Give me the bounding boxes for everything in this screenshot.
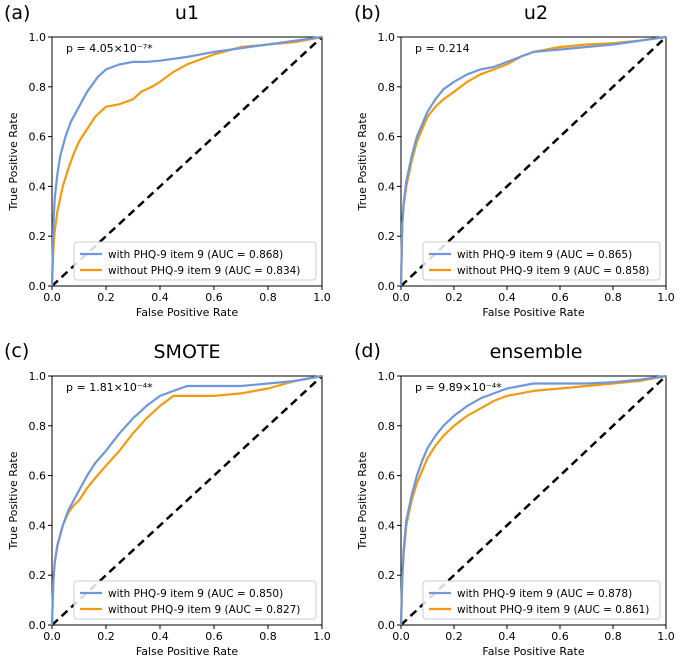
y-tick-label: 0.8: [29, 420, 47, 433]
y-tick-label: 0.2: [29, 569, 47, 582]
x-tick-label: 1.0: [313, 291, 331, 304]
y-tick-label: 0.8: [29, 81, 47, 94]
legend-label-without-item9: without PHQ-9 item 9 (AUC = 0.834): [108, 265, 300, 277]
x-tick-label: 0.2: [97, 291, 115, 304]
panel-title-a: u1: [174, 2, 200, 24]
x-tick-label: 1.0: [657, 291, 675, 304]
x-tick-label: 0.8: [259, 291, 277, 304]
y-tick-label: 0.0: [378, 619, 396, 632]
panel-label-c: (c): [4, 340, 30, 362]
y-tick-label: 1.0: [378, 370, 396, 383]
roc-curve-without-item9: [50, 35, 323, 287]
chance-diagonal-line: [51, 375, 323, 626]
y-tick-label: 0.6: [29, 131, 47, 144]
x-tick-label: 0.8: [259, 630, 277, 643]
chance-diagonal-line: [51, 36, 323, 287]
x-tick-label: 0.0: [43, 630, 61, 643]
legend-label-with-item9: with PHQ-9 item 9 (AUC = 0.865): [457, 249, 632, 261]
x-tick-label: 0.6: [205, 291, 223, 304]
y-tick-label: 0.0: [29, 280, 47, 293]
legend-box: [73, 580, 317, 620]
x-tick-label: 1.0: [313, 630, 331, 643]
x-axis-label: False Positive Rate: [136, 306, 238, 319]
y-tick-label: 1.0: [29, 31, 47, 44]
y-tick-label: 0.2: [29, 230, 47, 243]
x-tick-label: 0.6: [551, 630, 569, 643]
legend-label-with-item9: with PHQ-9 item 9 (AUC = 0.868): [108, 249, 283, 261]
y-tick-label: 0.0: [29, 619, 47, 632]
roc-panel-c: 0.0 0.2 0.4 0.6 0.8 1.0 0.0 0.2 0.4 0.6 0.8 1.0 Fals…: [7, 370, 331, 658]
y-tick-label: 1.0: [29, 370, 47, 383]
y-tick-label: 0.4: [378, 180, 396, 193]
y-axis-label: True Positive Rate: [356, 451, 369, 550]
roc-curve-with-item9: [399, 374, 667, 626]
x-tick-label: 0.8: [604, 630, 622, 643]
chance-diagonal-line: [400, 375, 667, 626]
legend-label-with-item9: with PHQ-9 item 9 (AUC = 0.878): [457, 588, 632, 600]
x-tick-label: 0.0: [392, 630, 410, 643]
legend-box: [73, 241, 317, 281]
legend-label-without-item9: without PHQ-9 item 9 (AUC = 0.827): [108, 604, 300, 616]
x-tick-label: 0.4: [498, 630, 516, 643]
panel-label-b: (b): [354, 2, 381, 24]
y-axis-label: True Positive Rate: [7, 112, 20, 211]
y-tick-label: 0.8: [378, 81, 396, 94]
y-tick-label: 1.0: [378, 31, 396, 44]
x-axis-label: False Positive Rate: [136, 645, 238, 658]
roc-curve-with-item9: [399, 35, 667, 287]
p-value-annotation: p = 0.214: [415, 42, 470, 55]
legend: with PHQ-9 item 9 (AUC = 0.850) without P…: [73, 580, 317, 620]
x-tick-label: 0.4: [151, 291, 169, 304]
x-tick-label: 0.6: [205, 630, 223, 643]
panel-title-c: SMOTE: [153, 341, 221, 363]
x-tick-label: 0.2: [445, 291, 463, 304]
x-tick-label: 0.2: [445, 630, 463, 643]
legend: with PHQ-9 item 9 (AUC = 0.868) without P…: [73, 241, 317, 281]
x-axis-label: False Positive Rate: [482, 306, 584, 319]
y-tick-label: 0.6: [378, 131, 396, 144]
panel-title-d: ensemble: [489, 341, 583, 363]
panel-label-d: (d): [354, 340, 381, 362]
p-value-annotation: p = 9.89×10⁻⁴*: [415, 381, 502, 394]
legend-label-without-item9: without PHQ-9 item 9 (AUC = 0.858): [457, 265, 649, 277]
panel-title-b: u2: [523, 2, 549, 24]
legend: with PHQ-9 item 9 (AUC = 0.878) without P…: [422, 580, 661, 620]
y-tick-label: 0.4: [378, 519, 396, 532]
x-tick-label: 0.4: [498, 291, 516, 304]
legend: with PHQ-9 item 9 (AUC = 0.865) without P…: [422, 241, 661, 281]
legend-box: [422, 241, 661, 281]
p-value-annotation: p = 1.81×10⁻⁴*: [66, 381, 153, 394]
roc-panel-b: 0.0 0.2 0.4 0.6 0.8 1.0 0.0 0.2 0.4 0.6 0.8 1.0 Fals…: [356, 31, 675, 319]
x-tick-label: 0.8: [604, 291, 622, 304]
roc-panel-d: 0.0 0.2 0.4 0.6 0.8 1.0 0.0 0.2 0.4 0.6 0.8 1.0 Fals…: [356, 370, 675, 658]
y-tick-label: 0.6: [29, 470, 47, 483]
legend-label-with-item9: with PHQ-9 item 9 (AUC = 0.850): [108, 588, 283, 600]
x-tick-label: 0.0: [43, 291, 61, 304]
roc-curve-with-item9: [50, 35, 323, 287]
y-tick-label: 0.6: [378, 470, 396, 483]
legend-label-without-item9: without PHQ-9 item 9 (AUC = 0.861): [457, 604, 649, 616]
roc-panel-a: 0.0 0.2 0.4 0.6 0.8 1.0 0.0 0.2 0.4 0.6 0.8 1.0 Fals…: [7, 31, 331, 319]
y-axis-label: True Positive Rate: [356, 112, 369, 211]
x-tick-label: 1.0: [657, 630, 675, 643]
y-tick-label: 0.4: [29, 519, 47, 532]
x-tick-label: 0.4: [151, 630, 169, 643]
y-tick-label: 0.4: [29, 180, 47, 193]
y-tick-label: 0.8: [378, 420, 396, 433]
x-axis-label: False Positive Rate: [482, 645, 584, 658]
p-value-annotation: p = 4.05×10⁻⁷*: [66, 42, 153, 55]
x-tick-label: 0.2: [97, 630, 115, 643]
roc-curve-with-item9: [50, 374, 323, 626]
x-tick-label: 0.6: [551, 291, 569, 304]
y-tick-label: 0.2: [378, 569, 396, 582]
y-axis-label: True Positive Rate: [7, 451, 20, 550]
x-tick-label: 0.0: [392, 291, 410, 304]
legend-box: [422, 580, 661, 620]
y-tick-label: 0.2: [378, 230, 396, 243]
panel-label-a: (a): [4, 2, 31, 24]
y-tick-label: 0.0: [378, 280, 396, 293]
chance-diagonal-line: [400, 36, 667, 287]
